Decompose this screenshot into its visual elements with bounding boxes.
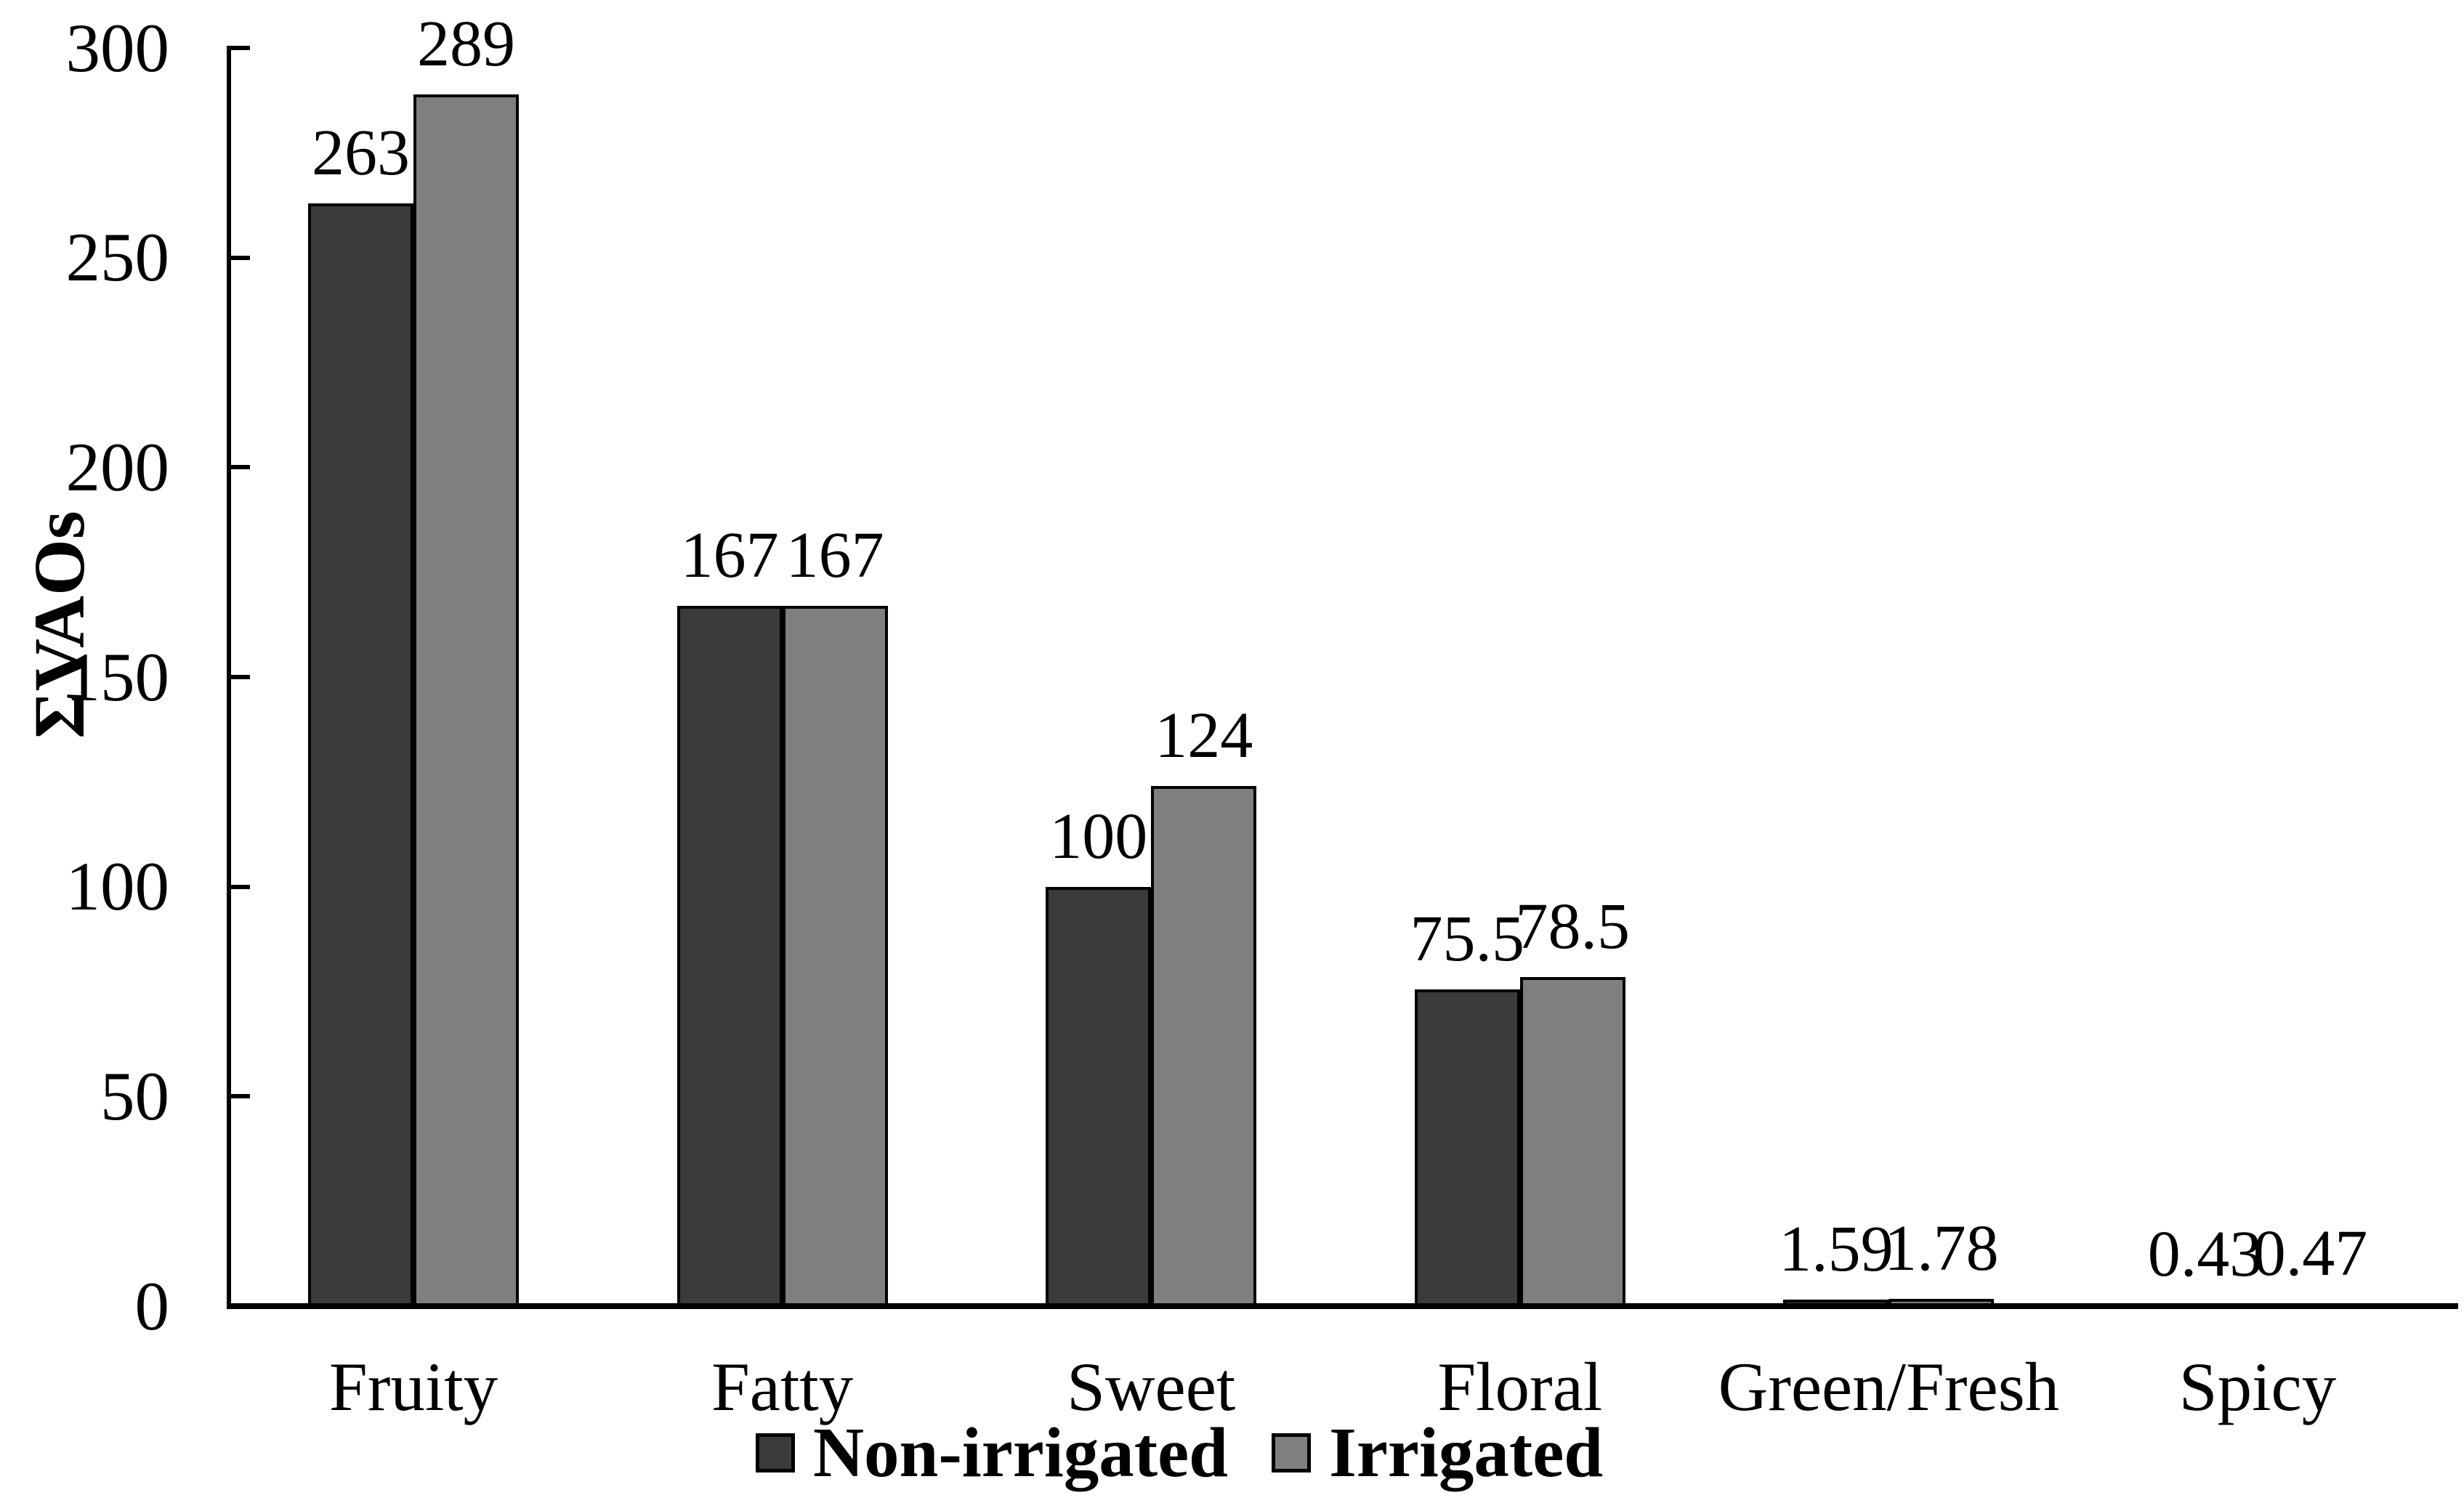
bar-irrigated-floral [1519,976,1625,1306]
value-label-non-irrigated-fruity: 263 [312,116,410,189]
bar-non-irrigated-fruity [308,203,413,1306]
y-tick-200 [230,465,250,470]
y-tick-0 [230,1304,250,1308]
legend-swatch-non-irrigated [756,1433,795,1472]
value-label-non-irrigated-fatty: 167 [680,519,779,591]
legend: Non-irrigated Irrigated [756,1415,1603,1491]
y-tick-label-200: 200 [65,428,170,506]
y-tick-100 [230,884,250,889]
value-label-non-irrigated-sweet: 100 [1049,800,1148,872]
bar-irrigated-spicy [2258,1304,2363,1308]
value-label-irrigated-fruity: 289 [417,7,515,80]
bar-irrigated-fruity [413,94,519,1306]
y-tick-150 [230,675,250,679]
value-label-irrigated-spicy: 0.47 [2253,1218,2368,1290]
bar-non-irrigated-floral [1414,989,1520,1307]
bar-non-irrigated-fatty [676,605,783,1306]
bar-non-irrigated-spicy [2152,1304,2258,1308]
y-axis-line [227,46,231,1309]
legend-label-non-irrigated: Non-irrigated [813,1414,1229,1492]
x-category-label-sweet: Sweet [1067,1348,1236,1425]
y-tick-label-0: 0 [134,1267,170,1345]
value-label-irrigated-fatty: 167 [785,519,884,591]
y-tick-label-150: 150 [65,638,170,716]
bar-irrigated-fatty [782,605,888,1306]
legend-item-non-irrigated: Non-irrigated [756,1416,1228,1490]
y-tick-label-100: 100 [65,848,170,925]
value-label-irrigated-sweet: 124 [1155,700,1253,772]
legend-label-irrigated: Irrigated [1329,1414,1604,1492]
y-tick-label-250: 250 [65,219,170,296]
y-tick-50 [230,1094,250,1099]
x-category-label-floral: Floral [1437,1348,1603,1425]
legend-item-irrigated: Irrigated [1272,1416,1603,1490]
value-label-irrigated-floral: 78.5 [1515,890,1631,963]
value-label-non-irrigated-floral: 75.5 [1410,903,1525,976]
y-tick-label-300: 300 [65,9,170,86]
x-category-label-fatty: Fatty [711,1348,854,1425]
bar-non-irrigated-sweet [1046,886,1152,1306]
x-category-label-spicy: Spicy [2178,1348,2337,1425]
x-category-label-green-fresh: Green/Fresh [1718,1348,2060,1425]
y-tick-300 [230,46,250,50]
bar-irrigated-sweet [1151,786,1257,1307]
bar-non-irrigated-green-fresh [1783,1299,1889,1306]
legend-swatch-irrigated [1272,1433,1312,1472]
bar-irrigated-green-fresh [1889,1298,1995,1306]
x-axis-line [228,1303,2458,1309]
value-label-non-irrigated-green-fresh: 1.59 [1779,1212,1894,1285]
x-category-label-fruity: Fruity [328,1348,498,1425]
y-tick-250 [230,255,250,260]
value-label-non-irrigated-spicy: 0.43 [2147,1218,2263,1290]
y-tick-label-50: 50 [100,1057,169,1135]
value-label-irrigated-green-fresh: 1.78 [1884,1212,1999,1284]
